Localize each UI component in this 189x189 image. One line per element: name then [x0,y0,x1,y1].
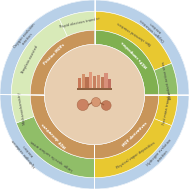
Bar [77,88,112,90]
Text: Abundant active sites: Abundant active sites [161,61,173,100]
Bar [104,73,108,88]
Circle shape [101,101,111,110]
Text: MOFs composites: MOFs composites [121,40,149,68]
Text: Rapid electron transfer: Rapid electron transfer [59,16,100,29]
Wedge shape [30,30,94,94]
Text: Hydrogen oxidation
reaction: Hydrogen oxidation reaction [12,136,41,168]
Text: Large  specific surface areas: Large specific surface areas [30,139,74,171]
Bar [101,77,104,88]
Bar [93,76,96,88]
Text: MOF derivatives: MOF derivatives [122,122,148,148]
Text: Mechanochemistry: Mechanochemistry [17,90,27,124]
Bar [89,72,92,88]
Wedge shape [154,63,178,94]
Text: Physical vapor deposition: Physical vapor deposition [116,141,156,170]
Text: MOF derivatives: MOF derivatives [41,122,67,148]
Circle shape [91,98,101,107]
Wedge shape [0,0,94,94]
Wedge shape [11,19,67,94]
Wedge shape [94,94,159,159]
Bar [78,78,81,88]
Wedge shape [0,94,94,189]
Bar [85,77,89,88]
Text: Template-assisted: Template-assisted [20,45,39,75]
Wedge shape [94,0,189,94]
Bar [108,79,111,88]
Circle shape [77,99,88,111]
Circle shape [44,44,145,145]
Wedge shape [59,11,94,36]
Bar [97,75,100,88]
Wedge shape [94,11,172,70]
Wedge shape [94,94,189,189]
Text: Hydrogen evolution
reaction: Hydrogen evolution reaction [146,138,176,170]
Wedge shape [154,94,178,126]
Wedge shape [94,119,172,178]
Text: Fast mass transfer: Fast mass transfer [162,92,172,125]
Text: Pristine MOFs: Pristine MOFs [43,43,66,66]
Wedge shape [11,94,34,123]
Wedge shape [30,94,94,159]
Text: Oxygen reduction
reaction: Oxygen reduction reaction [139,14,169,42]
Wedge shape [16,116,94,178]
Wedge shape [94,30,159,94]
Text: Oxygen evolution
reaction: Oxygen evolution reaction [13,22,40,52]
Text: Wet chemical reaction: Wet chemical reaction [117,20,152,45]
Bar [82,74,85,88]
